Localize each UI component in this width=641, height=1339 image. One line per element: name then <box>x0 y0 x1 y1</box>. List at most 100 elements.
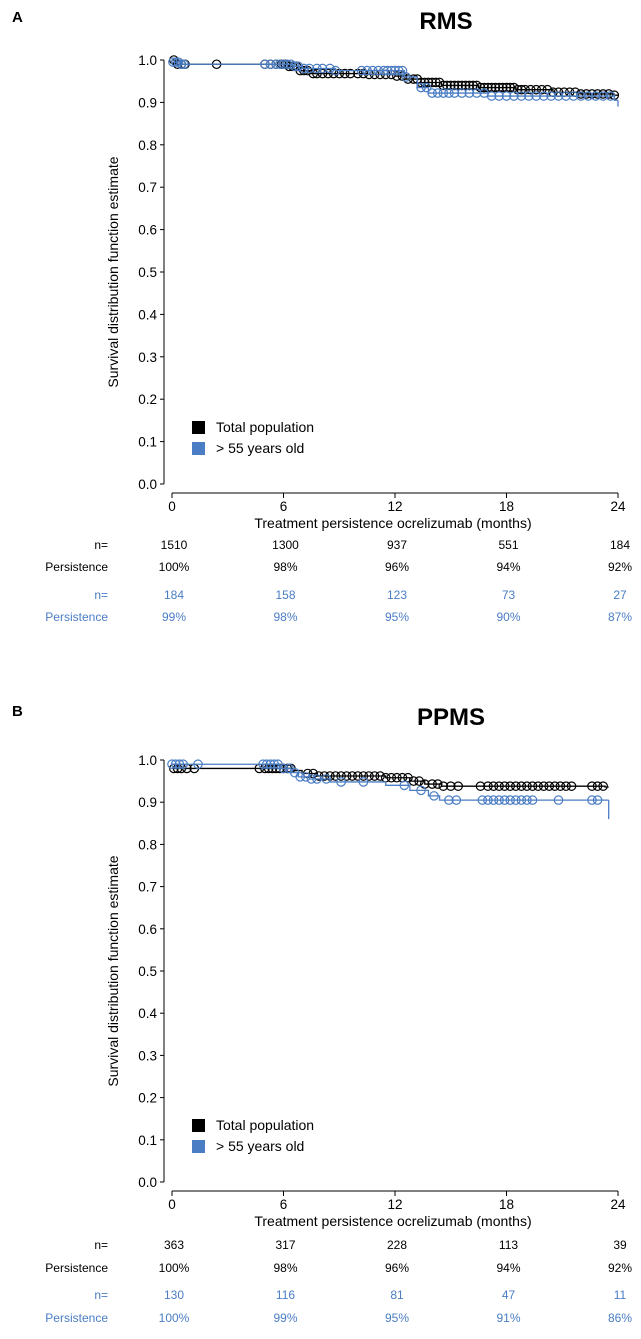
censor-marker <box>364 771 374 781</box>
y-tick-label: 0.0 <box>138 1175 157 1190</box>
censor-marker <box>403 74 413 84</box>
censor-marker <box>382 65 393 76</box>
x-tick-label: 0 <box>168 499 176 514</box>
censor-marker <box>531 84 542 95</box>
risk-row-label: n= <box>94 1288 108 1302</box>
censor-marker <box>336 777 346 787</box>
x-tick-label: 24 <box>610 1197 626 1212</box>
censor-marker <box>261 759 272 770</box>
censor-marker <box>445 781 456 791</box>
censor-marker <box>265 759 276 770</box>
y-tick-label: 0.4 <box>138 307 157 322</box>
censor-marker <box>438 80 449 91</box>
risk-value: 184 <box>610 538 630 552</box>
panel-letter: A <box>12 9 23 26</box>
censor-marker <box>505 781 516 791</box>
x-tick-label: 0 <box>168 1197 176 1212</box>
censor-marker <box>358 777 369 787</box>
censor-marker <box>527 795 538 805</box>
censor-marker <box>538 91 549 101</box>
censor-marker <box>533 781 543 791</box>
censor-marker <box>488 795 499 805</box>
x-tick-label: 6 <box>280 499 288 514</box>
x-tick-label: 18 <box>499 499 514 514</box>
censor-marker <box>399 780 410 791</box>
risk-value: 87% <box>608 610 632 624</box>
censor-marker <box>544 781 555 791</box>
risk-value: 81 <box>390 1288 404 1302</box>
x-tick-label: 18 <box>499 1197 514 1212</box>
censor-marker <box>416 82 426 93</box>
censor-marker <box>516 84 527 95</box>
censor-marker <box>312 774 322 784</box>
risk-value: 86% <box>608 1311 632 1325</box>
censor-marker <box>509 91 519 101</box>
risk-value: 94% <box>496 560 520 574</box>
censor-marker <box>460 80 471 91</box>
y-tick-label: 0.2 <box>138 392 157 407</box>
risk-value: 937 <box>387 538 407 552</box>
censor-marker <box>336 771 346 781</box>
y-tick-label: 0.1 <box>138 435 157 450</box>
censor-marker <box>379 65 389 76</box>
censor-marker <box>427 77 437 88</box>
censor-marker <box>174 759 185 770</box>
risk-value: 47 <box>502 1288 516 1302</box>
chart-title: PPMS <box>417 704 485 731</box>
censor-marker <box>527 781 538 791</box>
censor-marker <box>340 68 350 79</box>
censor-marker <box>598 781 608 791</box>
censor-marker <box>299 63 309 74</box>
y-tick-label: 0.9 <box>138 95 157 110</box>
risk-value: 1300 <box>272 538 299 552</box>
censor-marker <box>449 80 460 91</box>
censor-marker <box>427 779 437 789</box>
chart-title: RMS <box>419 8 472 35</box>
censor-marker <box>531 91 542 101</box>
censor-marker <box>486 91 497 101</box>
y-tick-label: 1.0 <box>138 53 157 68</box>
censor-marker <box>590 91 601 101</box>
censor-marker <box>516 91 527 101</box>
censor-marker <box>367 65 378 76</box>
risk-row-label: Persistence <box>45 610 108 624</box>
censor-marker <box>325 63 335 74</box>
censor-marker <box>499 795 510 805</box>
risk-value: 130 <box>164 1288 184 1302</box>
risk-value: 95% <box>385 1311 409 1325</box>
legend-label: Total population <box>216 1117 314 1133</box>
y-tick-label: 1.0 <box>138 753 157 768</box>
censor-marker <box>453 781 463 791</box>
censor-marker <box>317 63 328 74</box>
censor-marker <box>449 88 460 98</box>
y-axis-label: Survival distribution function estimate <box>105 156 121 387</box>
risk-value: 158 <box>275 588 295 602</box>
legend-swatch <box>192 421 205 434</box>
censor-marker <box>293 61 304 72</box>
censor-marker <box>499 781 510 791</box>
censor-marker <box>375 771 385 781</box>
risk-value: 96% <box>385 560 409 574</box>
censor-marker <box>592 781 603 791</box>
censor-marker <box>274 59 285 70</box>
x-axis-label: Treatment persistence ocrelizumab (month… <box>254 1213 531 1229</box>
censor-marker <box>312 68 322 79</box>
censor-marker <box>432 779 443 789</box>
censor-marker <box>179 59 189 70</box>
censor-marker <box>432 88 443 98</box>
risk-value: 228 <box>387 1238 407 1252</box>
censor-marker <box>176 59 187 70</box>
risk-value: 98% <box>273 1261 297 1275</box>
censor-marker <box>479 82 489 93</box>
censor-marker <box>494 795 504 805</box>
y-tick-label: 0.9 <box>138 795 157 810</box>
censor-marker <box>490 82 501 93</box>
censor-marker <box>477 795 488 805</box>
censor-marker <box>193 759 203 770</box>
censor-marker <box>510 781 521 791</box>
censor-marker <box>423 77 434 88</box>
censor-marker <box>392 772 402 783</box>
censor-marker <box>386 65 397 76</box>
y-tick-label: 0.3 <box>138 1048 157 1063</box>
censor-marker <box>566 781 577 791</box>
